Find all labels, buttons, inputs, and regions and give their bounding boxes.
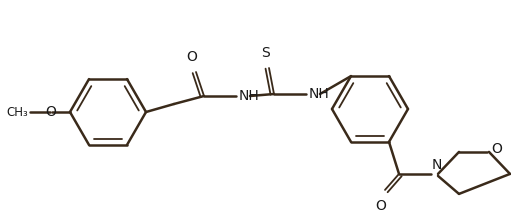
Text: S: S [262, 46, 270, 60]
Text: O: O [45, 105, 56, 119]
Text: O: O [187, 50, 197, 64]
Text: NH: NH [239, 89, 260, 103]
Text: N: N [432, 158, 443, 172]
Text: CH₃: CH₃ [6, 106, 28, 118]
Text: O: O [376, 199, 386, 213]
Text: NH: NH [309, 87, 330, 101]
Text: O: O [491, 142, 502, 156]
